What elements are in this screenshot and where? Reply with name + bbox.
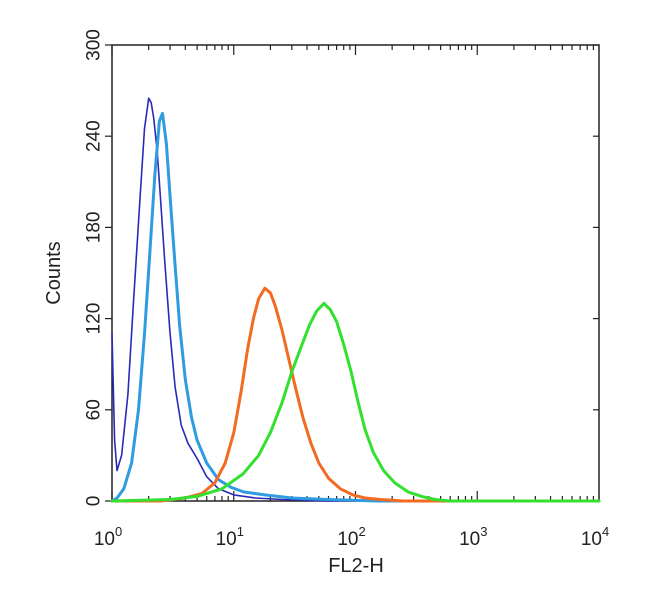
y-tick-label: 60 bbox=[84, 399, 105, 420]
y-tick-label: 240 bbox=[84, 120, 105, 152]
plot-area bbox=[111, 44, 600, 502]
series-line-4 bbox=[110, 301, 601, 503]
y-tick-label: 120 bbox=[84, 303, 105, 335]
series-line-1 bbox=[111, 97, 600, 502]
x-tick-label: 100 bbox=[94, 524, 122, 550]
y-axis-title: Counts bbox=[43, 241, 65, 304]
y-tick-label: 180 bbox=[84, 212, 105, 244]
x-axis-title: FL2-H bbox=[328, 555, 384, 577]
series-group bbox=[110, 97, 601, 503]
series-line-3 bbox=[110, 286, 601, 503]
x-tick-label: 102 bbox=[337, 524, 365, 550]
x-tick-label: 104 bbox=[581, 524, 609, 550]
y-tick-label: 300 bbox=[84, 29, 105, 61]
y-tick-label: 0 bbox=[84, 496, 105, 507]
series-line-2 bbox=[110, 111, 601, 503]
tick-labels: 0 60 120 180 240 300 100 101 102 103 104 bbox=[84, 29, 610, 550]
x-tick-label: 103 bbox=[459, 524, 487, 550]
x-tick-label: 101 bbox=[216, 524, 244, 550]
